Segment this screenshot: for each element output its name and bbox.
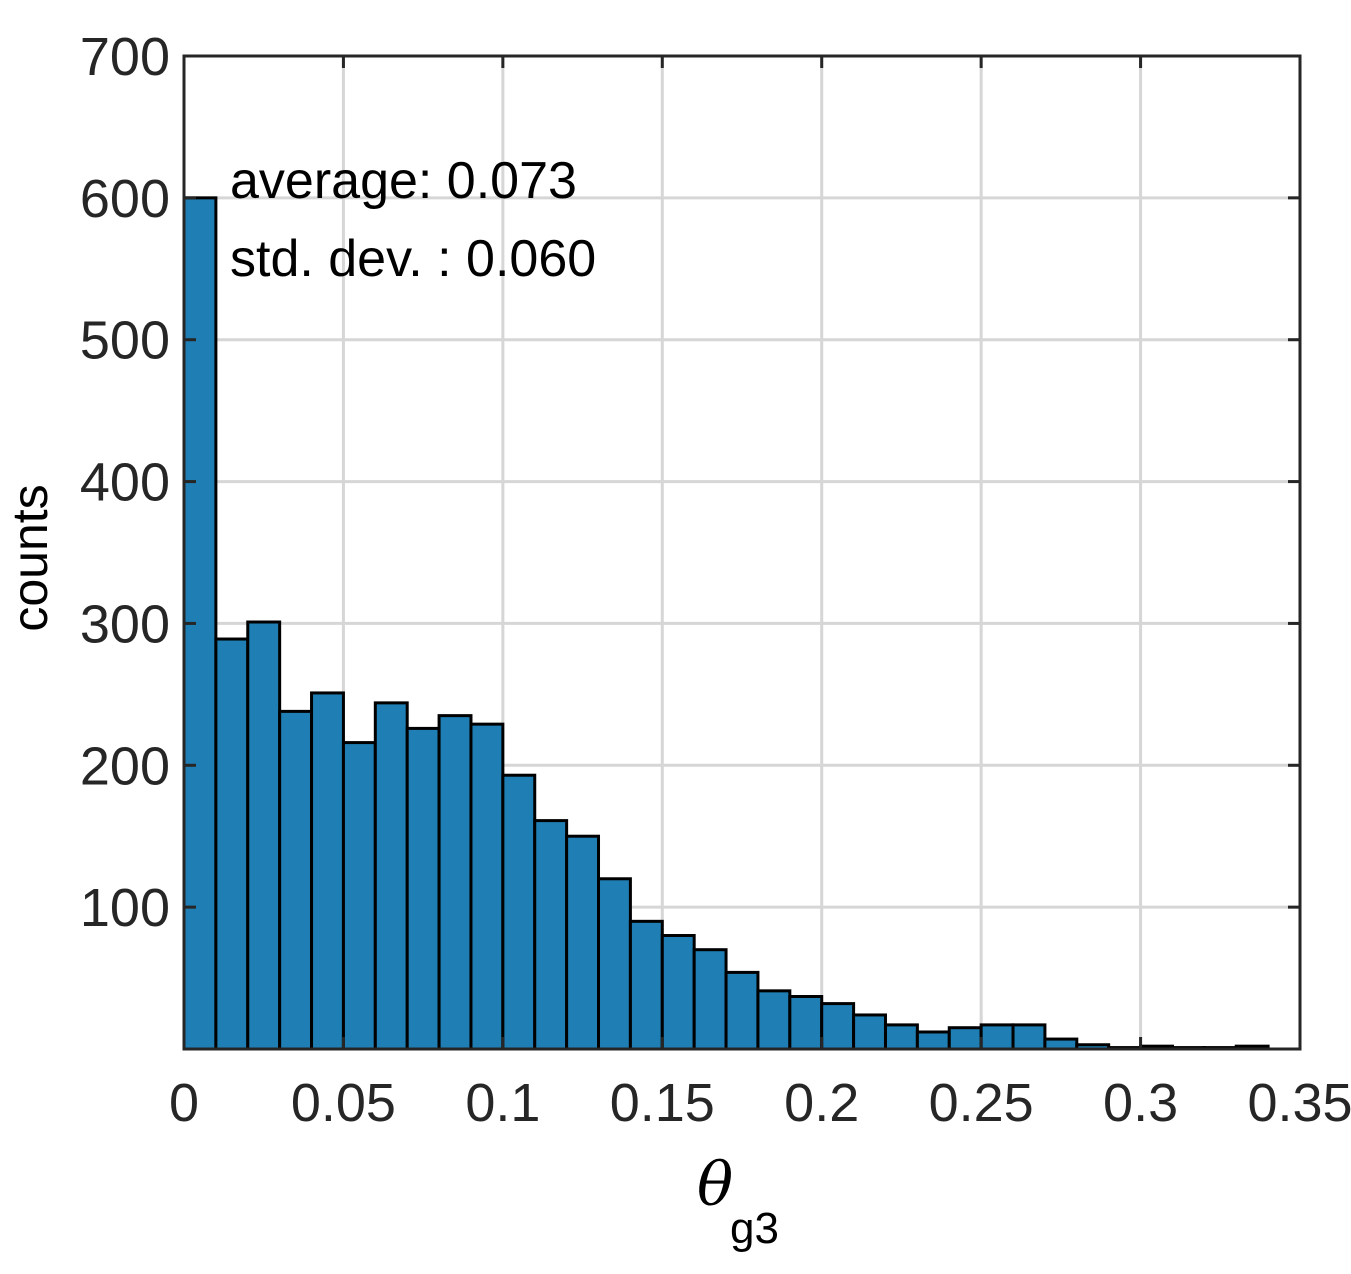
x-tick-labels: 0 0.05 0.1 0.15 0.2 0.25 0.3 0.35: [169, 1073, 1351, 1133]
histogram-bar: [437, 714, 473, 1051]
y-tick-label: 700: [80, 27, 170, 87]
histogram-bar: [628, 919, 664, 1051]
histogram-bar: [565, 834, 601, 1051]
histogram-bar: [852, 1013, 887, 1051]
histogram-bar: [341, 741, 377, 1051]
x-tick-label: 0.3: [1103, 1073, 1178, 1133]
annotation-std-dev: std. dev. : 0.060: [230, 230, 596, 288]
histogram-bar: [692, 948, 728, 1051]
x-axis-label-subscript: g3: [730, 1204, 779, 1253]
tick-marks: [182, 54, 1302, 1049]
histogram-bar: [469, 722, 505, 1051]
y-tick-label: 300: [80, 594, 170, 654]
y-tick-label: 500: [80, 311, 170, 371]
histogram-bar: [278, 709, 314, 1051]
histogram-bar: [373, 701, 409, 1051]
x-axis-label: θ g3: [697, 1150, 779, 1253]
y-tick-label: 200: [80, 736, 170, 796]
histogram-bar: [788, 995, 824, 1051]
histogram-bar: [756, 989, 792, 1051]
histogram-bar: [405, 726, 441, 1051]
histogram-bar: [820, 1002, 856, 1051]
histogram-bar: [947, 1026, 983, 1051]
y-tick-labels: 100 200 300 400 500 600 700: [80, 27, 170, 938]
x-tick-label: 0.2: [784, 1073, 859, 1133]
x-axis-label-symbol: θ: [697, 1150, 733, 1220]
x-tick-label: 0: [169, 1073, 199, 1133]
histogram-bar: [214, 637, 250, 1051]
x-tick-label: 0.35: [1247, 1073, 1351, 1133]
histogram-bar: [501, 773, 537, 1051]
x-tick-label: 0.05: [291, 1073, 396, 1133]
axes-frame: [182, 54, 1302, 1051]
y-tick-label: 600: [80, 169, 170, 229]
histogram-bar: [246, 620, 282, 1051]
histogram-bar: [660, 934, 696, 1051]
y-tick-label: 100: [80, 878, 170, 938]
histogram-bar: [597, 877, 632, 1051]
histogram-bar: [915, 1030, 951, 1051]
histogram-bar: [310, 691, 345, 1051]
x-tick-label: 0.25: [929, 1073, 1034, 1133]
y-tick-label: 400: [80, 453, 170, 513]
histogram-bar: [883, 1023, 919, 1051]
x-tick-label: 0.1: [465, 1073, 540, 1133]
histogram-bar: [724, 970, 760, 1051]
annotation-average: average: 0.073: [230, 152, 577, 210]
histogram-bar: [1011, 1023, 1047, 1051]
y-axis-label: counts: [2, 484, 58, 631]
x-tick-label: 0.15: [610, 1073, 715, 1133]
histogram-bar: [979, 1023, 1015, 1051]
histogram-bar: [533, 819, 569, 1051]
